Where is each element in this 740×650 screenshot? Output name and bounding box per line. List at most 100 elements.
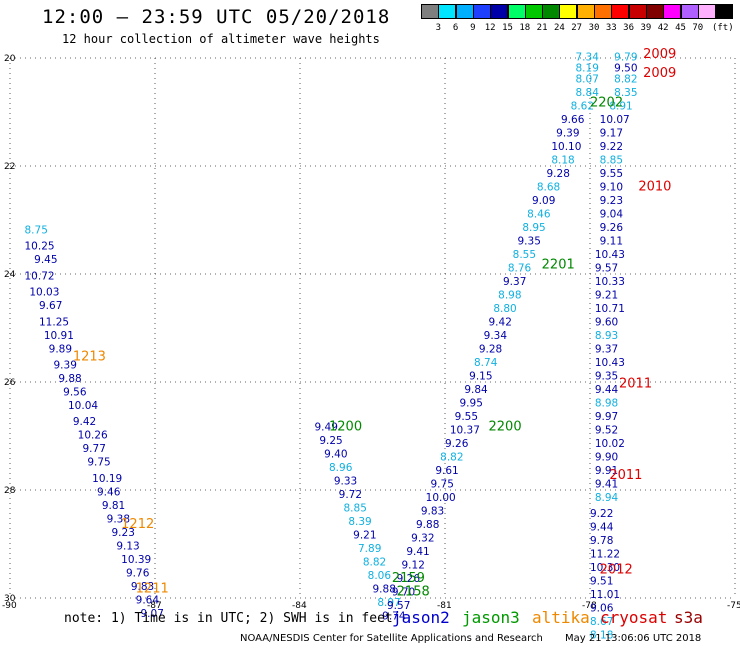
wave-height-value: 8.82 — [363, 557, 386, 569]
wave-height-value: 9.09 — [532, 195, 555, 207]
wave-height-value: 9.81 — [102, 500, 125, 512]
wave-height-value: 7.89 — [358, 543, 381, 555]
wave-height-value: 9.83 — [421, 505, 444, 517]
wave-height-value: 8.06 — [368, 570, 392, 582]
lon-axis-label: -75 — [727, 601, 740, 611]
pass-time-label: 2158 — [397, 584, 430, 599]
wave-height-value: 8.07 — [576, 73, 599, 85]
color-scale-label: 36 — [623, 23, 635, 33]
map-title: 12:00 – 23:59 UTC 05/20/2018 — [42, 6, 391, 28]
wave-height-value: 9.39 — [556, 127, 579, 139]
color-scale-label: 30 — [588, 23, 600, 33]
wave-height-value: 9.35 — [518, 235, 541, 247]
wave-height-value: 9.57 — [595, 262, 618, 274]
wave-height-value: 8.67 — [590, 616, 613, 628]
legend-cryosat: cryosat — [600, 608, 668, 627]
legend-s3a: s3a — [674, 608, 703, 627]
wave-height-value: 8.96 — [329, 462, 353, 474]
wave-height-value: 9.97 — [595, 411, 618, 423]
wave-height-value: 10.04 — [68, 400, 98, 412]
wave-height-value: 9.44 — [590, 522, 614, 534]
wave-height-value: 9.88 — [58, 373, 81, 385]
wave-height-value: 9.23 — [112, 527, 135, 539]
wave-height-value: 8.84 — [576, 87, 600, 99]
wave-height-value: 8.62 — [571, 100, 594, 112]
wave-height-value: 9.11 — [600, 235, 623, 247]
wave-height-value: 8.35 — [614, 87, 637, 99]
wave-height-value: 8.75 — [25, 225, 48, 237]
wave-height-value: 8.93 — [595, 330, 618, 342]
pass-time-label: 2159 — [392, 571, 425, 586]
wave-height-value: 9.46 — [97, 486, 121, 498]
wave-height-value: 9.79 — [614, 52, 637, 64]
wave-height-value: 9.64 — [136, 594, 160, 606]
pass-time-label: 2010 — [638, 179, 671, 194]
wave-height-value: 9.52 — [595, 424, 618, 436]
wave-height-value: 9.42 — [489, 316, 512, 328]
wave-height-value: 8.95 — [522, 222, 545, 234]
wave-height-value: 9.89 — [49, 343, 72, 355]
wave-height-value: 8.18 — [551, 154, 574, 166]
wave-height-value: 8.98 — [595, 397, 618, 409]
lat-axis-label: 22 — [4, 162, 15, 172]
wave-height-value: 9.77 — [83, 443, 106, 455]
lat-axis-label: 24 — [4, 270, 16, 280]
wave-height-value: 8.55 — [513, 249, 536, 261]
wave-height-value: 9.66 — [561, 114, 585, 126]
wave-height-value: 8.39 — [348, 516, 371, 528]
wave-height-value: 8.94 — [595, 492, 619, 504]
wave-height-value: 11.22 — [590, 549, 620, 561]
lon-axis-label: -84 — [292, 601, 307, 611]
wave-height-value: 10.39 — [121, 554, 151, 566]
wave-height-value: 9.35 — [595, 370, 618, 382]
wave-height-value: 9.40 — [324, 449, 347, 461]
wave-height-value: 9.23 — [600, 195, 623, 207]
pass-time-label: 2201 — [542, 258, 575, 273]
lon-axis-label: -81 — [437, 601, 452, 611]
wave-height-value: 10.30 — [590, 562, 620, 574]
color-scale-label: 33 — [605, 23, 617, 33]
wave-height-value: 10.10 — [551, 141, 581, 153]
map-subtitle: 12 hour collection of altimeter wave hei… — [62, 32, 380, 46]
wave-height-value: 7.34 — [576, 52, 600, 64]
wave-height-value: 9.70 — [392, 586, 415, 598]
wave-height-value: 8.82 — [614, 73, 637, 85]
wave-height-value: 9.13 — [116, 540, 139, 552]
wave-height-value: 9.91 — [595, 465, 618, 477]
lat-axis-label: 28 — [4, 486, 16, 496]
wave-height-value: 10.72 — [25, 270, 55, 282]
wave-height-value: 9.90 — [595, 451, 618, 463]
wave-height-value: 9.78 — [590, 535, 613, 547]
pass-time-label: 1211 — [136, 582, 169, 597]
pass-time-label: 1212 — [121, 517, 154, 532]
pass-time-label: 2009 — [643, 66, 676, 81]
wave-height-value: 10.26 — [78, 430, 108, 442]
wave-height-value: 9.28 — [547, 168, 570, 180]
wave-height-value: 9.26 — [445, 438, 469, 450]
wave-height-value: 9.60 — [595, 316, 618, 328]
wave-height-value: 9.33 — [334, 476, 357, 488]
wave-height-value: 10.25 — [25, 241, 55, 253]
pass-time-label: 2011 — [609, 468, 642, 483]
pass-time-label: 2200 — [489, 420, 522, 435]
wave-height-value: 10.00 — [426, 492, 456, 504]
color-scale-label: 9 — [470, 23, 476, 33]
wave-height-value: 9.55 — [455, 411, 478, 423]
wave-height-value: 9.06 — [590, 603, 614, 615]
wave-height-value: 10.43 — [595, 249, 625, 261]
wave-height-value: 9.44 — [595, 384, 619, 396]
wave-height-value: 10.37 — [450, 424, 480, 436]
wave-height-value: 9.17 — [600, 127, 623, 139]
footer-note: note: 1) Time is in UTC; 2) SWH is in fe… — [64, 611, 393, 626]
wave-height-value: 9.21 — [595, 289, 618, 301]
wave-height-value: 8.68 — [537, 181, 560, 193]
wave-height-value: 9.38 — [107, 513, 130, 525]
wave-height-value: 9.84 — [464, 384, 488, 396]
wave-height-value: 8.80 — [493, 303, 516, 315]
color-scale-label: 12 — [484, 23, 496, 33]
wave-height-value: 8.46 — [527, 208, 551, 220]
wave-height-value: 9.39 — [54, 360, 77, 372]
wave-height-value: 8.74 — [474, 357, 498, 369]
color-swatch — [715, 4, 734, 19]
